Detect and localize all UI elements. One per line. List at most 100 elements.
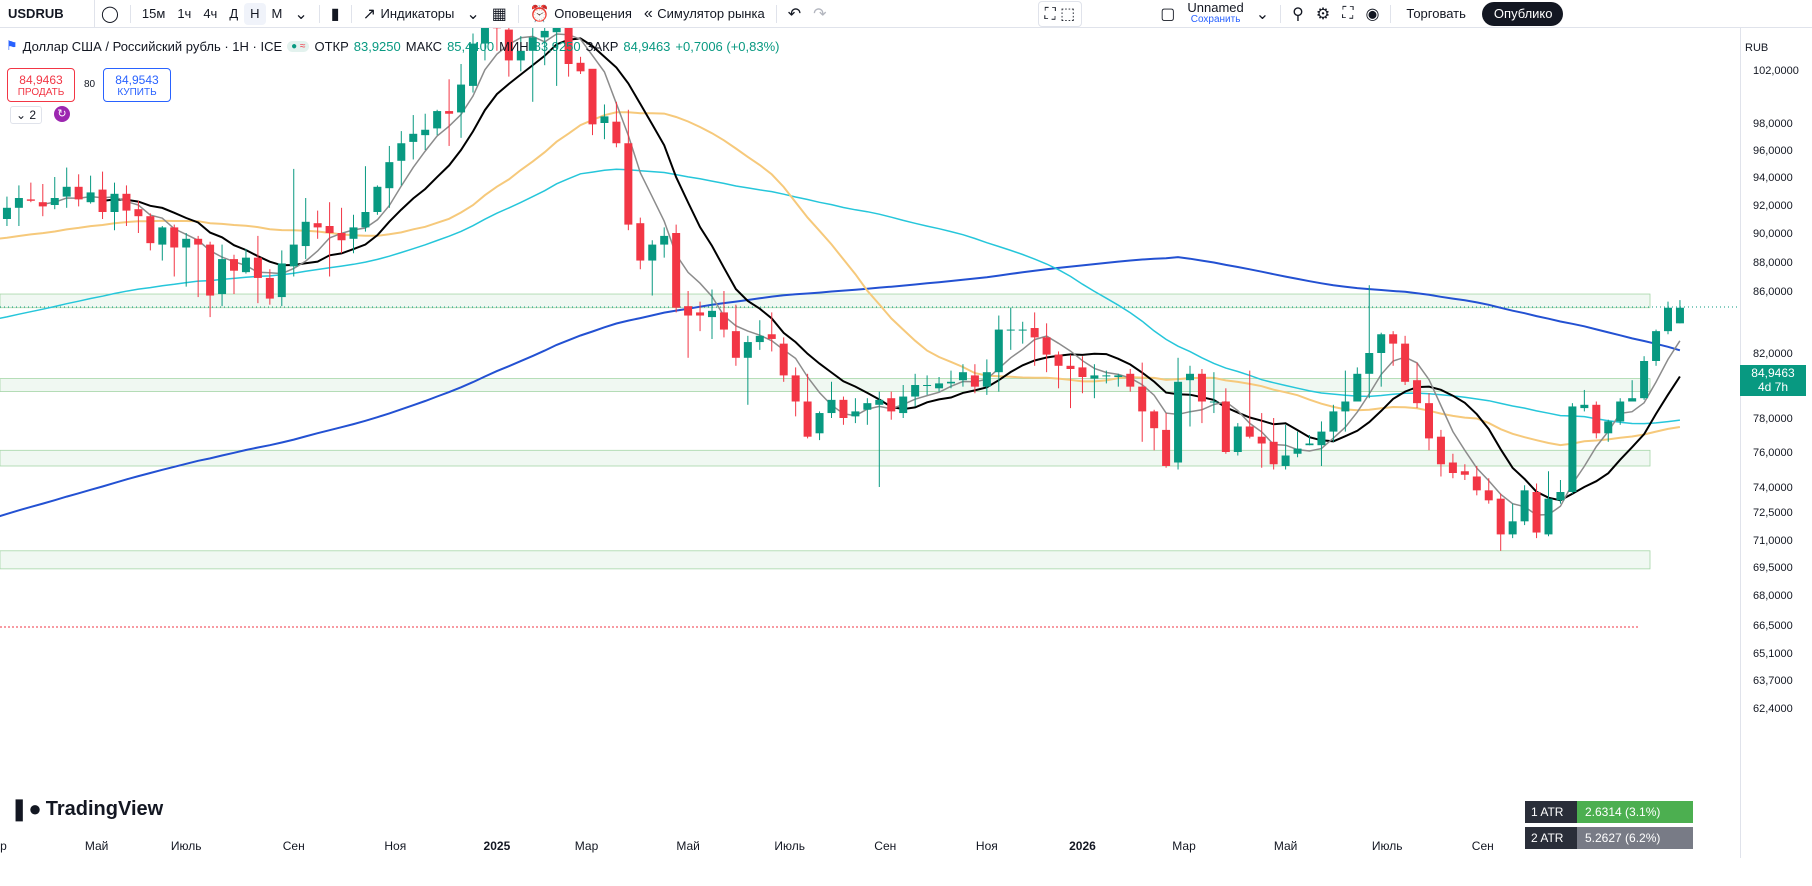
candle-body <box>98 189 107 212</box>
layout-icon[interactable]: ▢ <box>1160 5 1176 23</box>
symbol-title[interactable]: Доллар США / Российский рубль · 1Н · ICE <box>22 38 283 54</box>
candle-body <box>1090 375 1099 379</box>
candle-body <box>301 221 310 247</box>
price-axis-label: 98,0000 <box>1753 118 1793 130</box>
interval-1h[interactable]: 1ч <box>177 6 192 21</box>
settings-icon[interactable]: ⚙ <box>1315 5 1331 23</box>
candle-body <box>1425 403 1433 439</box>
interval-day[interactable]: Д <box>229 6 239 21</box>
candle-body <box>899 396 908 414</box>
candle-body <box>1042 337 1051 355</box>
candle-body <box>1197 373 1206 402</box>
price-chart[interactable]: Мар Май Июль Сен Ноя 2025 Мар Май Июль Сен Ноя 2026… <box>0 28 1740 858</box>
candle-body <box>660 235 669 245</box>
candles-style-icon[interactable]: ▮ <box>330 5 340 23</box>
candle-body <box>1066 365 1075 369</box>
price-axis-label: 68,0000 <box>1753 590 1793 602</box>
candle-body <box>50 198 59 205</box>
replay-button[interactable]: « Симулятор рынка <box>638 0 771 27</box>
interval-month[interactable]: М <box>271 6 283 21</box>
candle-body <box>1150 411 1159 429</box>
candle-body <box>373 186 382 212</box>
symbol-search[interactable]: USDRUB <box>0 0 95 27</box>
candlesticks <box>2 28 1684 551</box>
price-axis-label: 82,0000 <box>1753 348 1793 360</box>
compare-icon[interactable]: ◯ <box>101 5 119 23</box>
chevron-down-icon[interactable]: ⌄ <box>466 5 480 23</box>
interval-week[interactable]: Н <box>244 2 266 25</box>
candle-body <box>1162 429 1171 466</box>
price-axis-label: 71,0000 <box>1753 535 1793 547</box>
indicators-button[interactable]: ↗ Индикаторы <box>357 0 461 27</box>
price-axis-label: 65,1000 <box>1753 648 1793 660</box>
undo-icon[interactable]: ↶ <box>787 5 802 23</box>
publish-button[interactable]: Опублико <box>1481 1 1563 26</box>
time-axis-label: Май <box>85 839 109 853</box>
trade-button[interactable]: Торговать <box>1406 6 1466 21</box>
quick-search-icon[interactable]: ⚲ <box>1292 5 1304 23</box>
price-axis-label: 66,5000 <box>1753 620 1793 632</box>
tradingview-logo[interactable]: ❚● TradingView <box>10 796 163 822</box>
redo-icon[interactable]: ↷ <box>813 5 827 23</box>
interval-15m[interactable]: 15м <box>141 6 166 21</box>
layout-name-button[interactable]: Unnamed Сохранить <box>1181 0 1249 27</box>
refresh-icon[interactable]: ↻ <box>54 106 70 122</box>
candle <box>899 385 908 418</box>
candle-body <box>170 227 179 248</box>
price-axis[interactable]: 102,0000 98,0000 96,0000 94,0000 92,0000 90,0… <box>1740 28 1812 858</box>
low-value: 83,9250 <box>533 38 581 54</box>
candle <box>1401 335 1410 385</box>
chevron-down-icon[interactable]: ⌄ <box>1255 5 1270 23</box>
buy-price: 84,9543 <box>115 72 159 87</box>
candle-body <box>588 68 597 125</box>
camera-icon[interactable]: ◉ <box>1365 5 1380 23</box>
candle <box>337 207 346 254</box>
time-axis-label: Июль <box>1372 839 1403 853</box>
fullscreen-icon[interactable]: ⛶ <box>1342 4 1354 22</box>
candle <box>361 166 370 232</box>
candle <box>110 182 119 231</box>
collapse-indicators-button[interactable]: ⌄ 2 <box>10 106 43 124</box>
chevron-down-icon[interactable]: ⌄ <box>294 5 308 23</box>
candle-body <box>504 29 513 61</box>
last-price-value: 84,9463 <box>1751 366 1795 380</box>
candle <box>289 168 298 277</box>
candle <box>277 250 286 307</box>
candle-body <box>935 383 944 389</box>
toolbar-divider <box>1390 4 1392 23</box>
market-status-icon[interactable]: ● ≈ <box>287 40 310 52</box>
candle-body <box>994 329 1003 373</box>
currency-selector[interactable]: RUB <box>1745 42 1769 54</box>
price-axis-label: 92,0000 <box>1753 200 1793 212</box>
price-axis-labels: 102,0000 98,0000 96,0000 94,0000 92,0000 90,0… <box>1753 65 1799 715</box>
candle <box>612 101 621 148</box>
price-zone <box>0 449 1651 467</box>
candle-body <box>361 212 370 228</box>
candle-body <box>325 226 334 233</box>
candle <box>1556 480 1565 504</box>
fullscreen-selection-icon[interactable]: ⛶ ⬚ <box>1037 0 1083 27</box>
price-axis-label: 78,0000 <box>1753 413 1793 425</box>
candle <box>433 109 442 136</box>
alerts-button[interactable]: ⏰ Оповещения <box>524 0 638 27</box>
candle <box>1580 389 1589 412</box>
candle-body <box>1496 498 1505 535</box>
candle-body <box>1592 404 1601 434</box>
candle <box>1150 409 1159 451</box>
candle-body <box>158 227 167 245</box>
time-axis-label: Сен <box>283 839 305 853</box>
candle-body <box>206 244 215 296</box>
buy-button[interactable]: 84,9543 КУПИТЬ <box>103 68 171 102</box>
interval-4h[interactable]: 4ч <box>203 6 218 21</box>
candle-body <box>672 233 681 308</box>
candle-body <box>1221 401 1230 452</box>
candle <box>265 269 274 305</box>
price-zone <box>0 550 1651 570</box>
templates-icon[interactable]: ▦ <box>491 5 507 23</box>
buy-label: КУПИТЬ <box>117 86 157 98</box>
candle <box>313 210 322 239</box>
candle <box>1353 367 1362 402</box>
candle-body <box>397 143 406 161</box>
sell-button[interactable]: 84,9463 ПРОДАТЬ <box>7 68 75 102</box>
candle-body <box>1365 353 1374 374</box>
